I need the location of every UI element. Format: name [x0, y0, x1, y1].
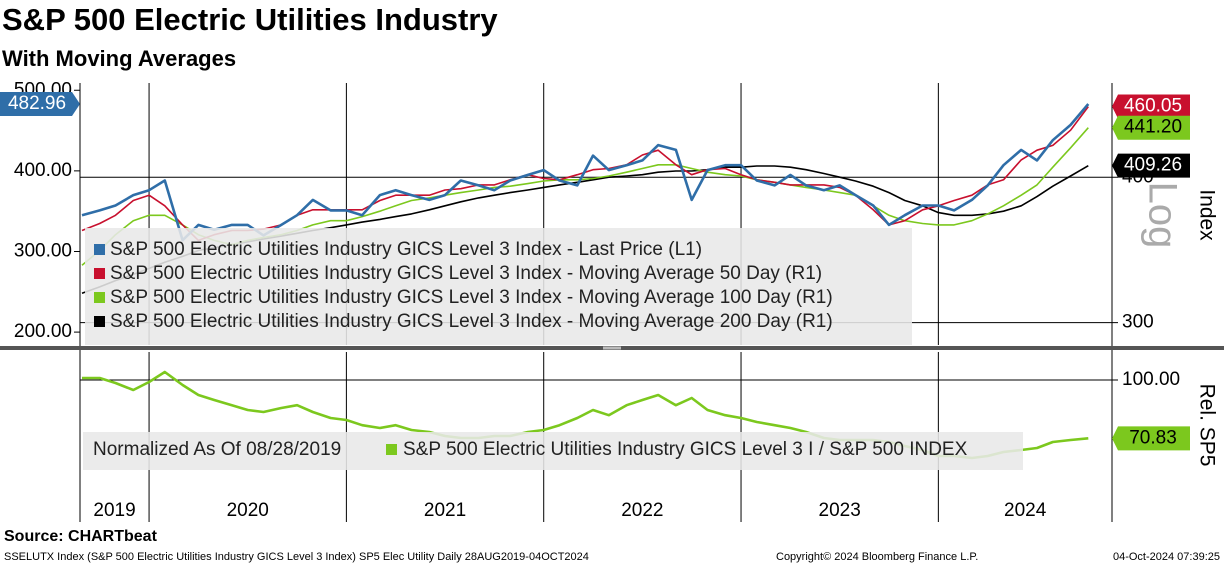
- legend-box: [85, 228, 912, 345]
- legend-swatch: [94, 292, 105, 303]
- y2-axis-title: Index: [1195, 189, 1218, 241]
- x-tick-label: 2021: [424, 500, 466, 521]
- y2-axis-title: Rel. SP5: [1195, 384, 1218, 467]
- value-label-box: [1112, 115, 1190, 140]
- legend-swatch: [94, 244, 105, 255]
- annotation: Normalized As Of 08/28/2019: [93, 439, 341, 460]
- log-scale-label: Log: [1140, 182, 1184, 249]
- x-tick-label: 2023: [819, 500, 861, 521]
- value-label: 70.83: [1129, 427, 1177, 448]
- value-label-box: [1112, 94, 1190, 119]
- y-tick-label: 200.00: [14, 321, 72, 342]
- legend-label: S&P 500 Electric Utilities Industry GICS…: [403, 439, 968, 460]
- value-label-box: [1112, 426, 1190, 451]
- series-line: [81, 103, 1090, 242]
- chart-title: S&P 500 Electric Utilities Industry: [2, 2, 498, 37]
- x-tick-label: 2022: [621, 500, 663, 521]
- footer-left: SSELUTX Index (S&P 500 Electric Utilitie…: [4, 551, 589, 563]
- legend-label: S&P 500 Electric Utilities Industry GICS…: [110, 263, 822, 284]
- value-label: 409.26: [1124, 155, 1182, 176]
- value-label: 482.96: [8, 93, 66, 114]
- legend-swatch: [94, 316, 105, 327]
- x-tick-label: 2020: [227, 500, 269, 521]
- y2-tick-label: 100.00: [1122, 369, 1180, 390]
- legend-label: S&P 500 Electric Utilities Industry GICS…: [110, 239, 702, 260]
- footer-timestamp: 04-Oct-2024 07:39:25: [1113, 551, 1220, 563]
- footer-copyright: Copyright© 2024 Bloomberg Finance L.P.: [776, 551, 978, 563]
- value-label-box: [1112, 153, 1190, 178]
- value-label: 460.05: [1124, 96, 1182, 117]
- legend-label: S&P 500 Electric Utilities Industry GICS…: [110, 311, 833, 332]
- separator-handle: [603, 346, 621, 350]
- y2-tick-label: 300: [1122, 312, 1154, 333]
- legend-label: S&P 500 Electric Utilities Industry GICS…: [110, 287, 833, 308]
- value-label-box: [0, 91, 80, 116]
- legend-swatch: [94, 268, 105, 279]
- legend-swatch: [386, 444, 397, 455]
- x-tick-label: 2024: [1004, 500, 1047, 521]
- y-tick-label: 300.00: [14, 241, 72, 262]
- x-tick-label: 2019: [93, 500, 135, 521]
- legend-box: [83, 432, 1023, 470]
- y-tick-label: 400.00: [14, 160, 72, 181]
- chart-subtitle: With Moving Averages: [2, 46, 236, 71]
- source-note: Source: CHARTbeat: [4, 528, 158, 545]
- value-label: 441.20: [1124, 117, 1182, 138]
